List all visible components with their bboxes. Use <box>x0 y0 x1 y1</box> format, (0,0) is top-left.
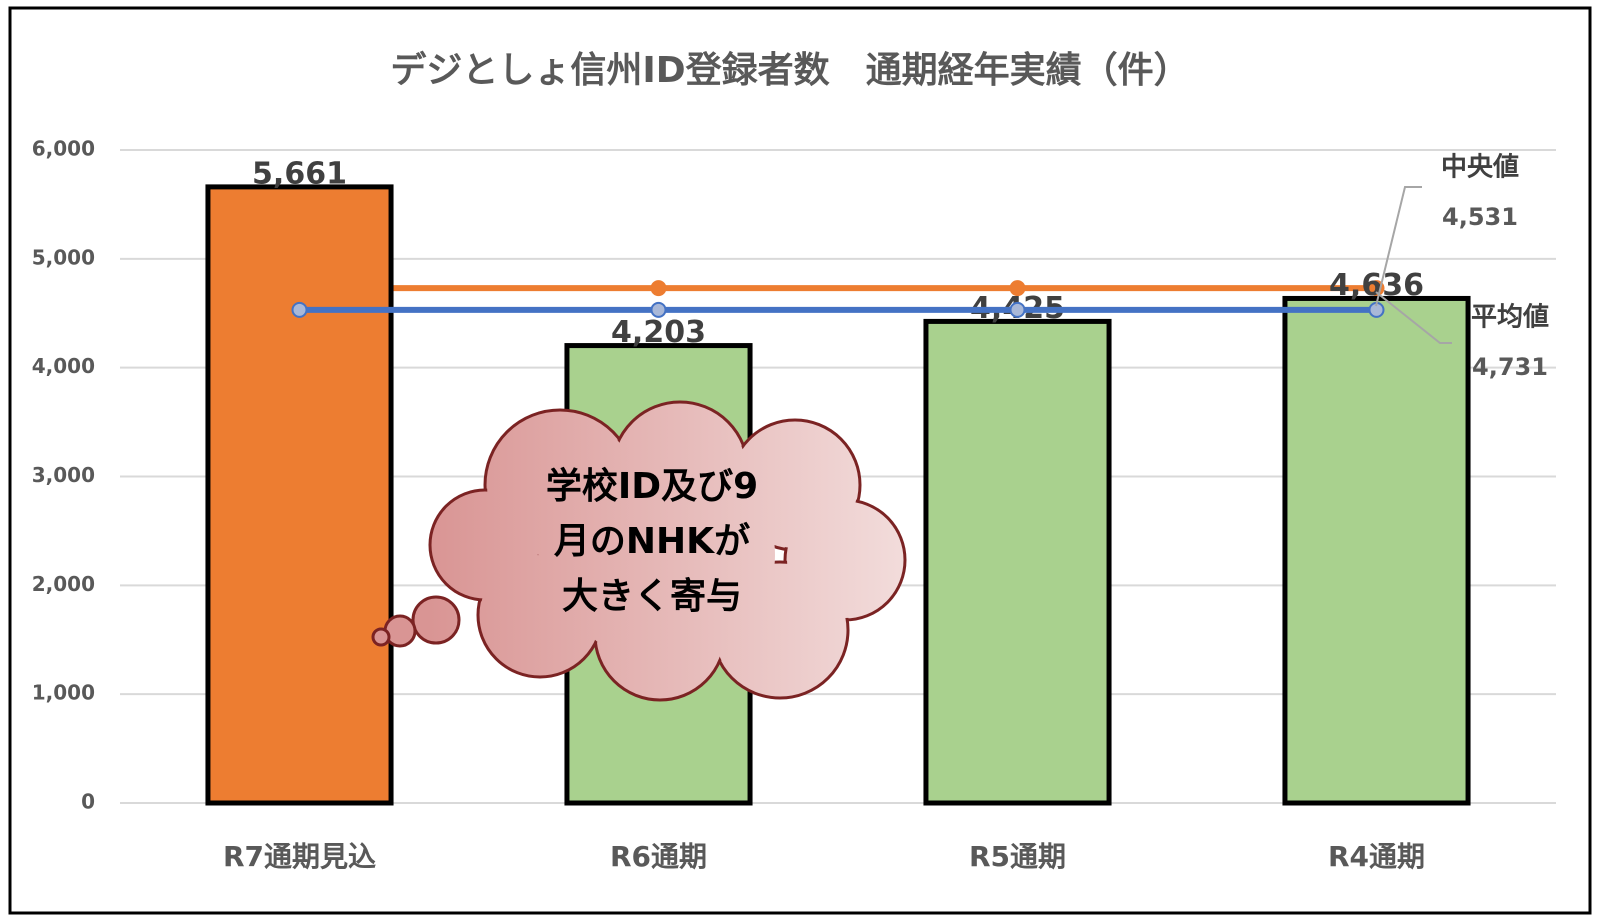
bar <box>1285 298 1468 803</box>
chart: デジとしょ信州ID登録者数 通期経年実績（件） 0 1,000 2,000 3,000… <box>0 0 1600 921</box>
x-tick-label: R7通期見込 <box>223 840 376 873</box>
line-value-label: 4,731 <box>1472 353 1548 381</box>
y-tick-label: 5,000 <box>32 245 95 269</box>
value-label: 4,636 <box>1329 268 1424 303</box>
value-label: 4,203 <box>611 315 706 350</box>
x-tick-label: R5通期 <box>969 840 1066 873</box>
line-marker <box>652 303 666 317</box>
annotation: 月のNHKが <box>554 521 750 562</box>
legend-label: 中央値 <box>1441 153 1519 183</box>
x-tick-label: R4通期 <box>1328 840 1425 873</box>
annotation: 学校ID及び9 <box>546 465 758 507</box>
y-tick-label: 2,000 <box>32 572 95 596</box>
bar <box>208 187 391 803</box>
chart-title: デジとしょ信州ID登録者数 通期経年実績（件） <box>390 49 1189 91</box>
line-marker <box>293 303 307 317</box>
value-label: 5,661 <box>252 156 347 191</box>
y-tick-label: 3,000 <box>32 463 95 487</box>
bar <box>926 321 1109 803</box>
y-tick-label: 4,000 <box>32 354 95 378</box>
annotation: 大きく寄与 <box>562 576 742 617</box>
y-tick-label: 0 <box>81 790 95 814</box>
legend-label: 平均値 <box>1471 303 1549 333</box>
line-marker <box>652 281 666 295</box>
y-tick-label: 6,000 <box>32 137 95 161</box>
x-tick-label: R6通期 <box>610 840 707 873</box>
line-marker <box>1011 303 1025 317</box>
line-value-label: 4,531 <box>1442 203 1518 231</box>
y-tick-label: 1,000 <box>32 681 95 705</box>
